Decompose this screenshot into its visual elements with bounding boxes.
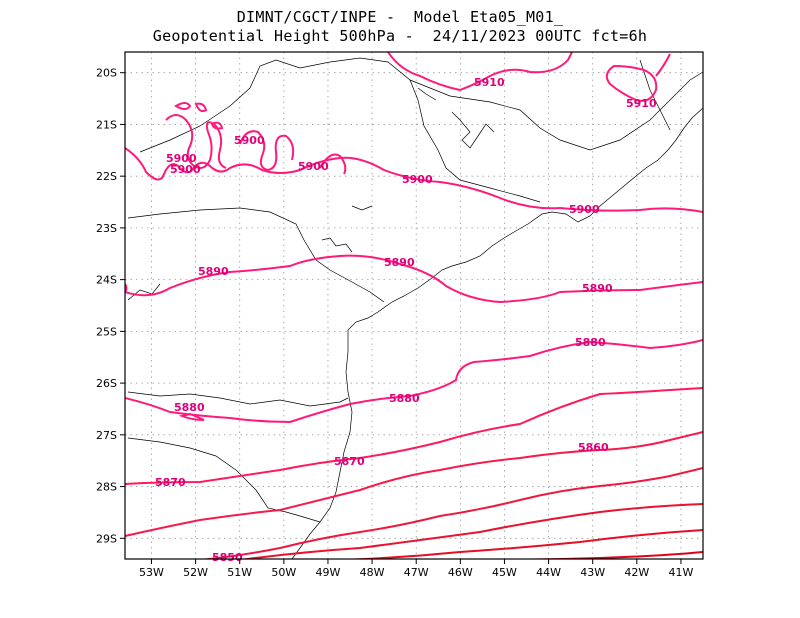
contours [125,52,703,559]
x-tick-label: 41W [669,566,694,579]
y-tick-label: 28S [96,481,117,494]
contour-label-5860a: 5860 [578,441,609,454]
contour-label-5900c: 5900 [170,163,201,176]
contour-5860 [125,431,703,537]
contour-5900-wave1 [165,114,227,169]
x-tick-label: 49W [316,566,341,579]
coastline-sp-rj [347,107,703,331]
lake-2 [321,237,353,253]
y-tick-label: 23S [96,222,117,235]
contour-label-5900a: 5900 [234,134,265,147]
contour-5900-main [125,147,703,213]
contour-5880-lower [178,412,205,421]
contour-label-5890a: 5890 [198,265,229,278]
y-tick-label: 26S [96,377,117,390]
contour-label-5890c: 5890 [582,282,613,295]
contour-label-5880b: 5880 [389,392,420,405]
contour-5850b [239,503,703,559]
contour-label-5910b: 5910 [626,97,657,110]
y-tick-label: 22S [96,170,117,183]
contour-5900-wave2 [239,130,295,172]
contour-label-5870b: 5870 [334,455,365,468]
x-tick-label: 45W [492,566,517,579]
contour-5900-loop3 [210,121,224,130]
contour-labels: 5910 5910 5900 5900 5900 5900 5900 5900 … [155,76,657,564]
contour-label-5900e: 5900 [402,173,433,186]
graticule [125,52,703,559]
contour-5890 [125,254,703,304]
x-tick-label: 52W [183,566,208,579]
map-title-line2: Geopotential Height 500hPa - 24/11/2023 … [152,27,648,45]
contour-5880-upper [125,339,703,424]
state-border-sp-mg [139,57,541,203]
x-tick-label: 46W [448,566,473,579]
lake-1 [451,111,495,149]
lake-4 [417,87,437,101]
x-axis: 53W 52W 51W 50W 49W 48W 47W 46W 45W 44W 43W 42W 41W [139,559,693,579]
contour-label-5870a: 5870 [155,476,186,489]
contour-label-5910a: 5910 [474,76,505,89]
y-tick-label: 24S [96,274,117,287]
contour-5900-wave3 [319,153,347,175]
state-border-mg-es [639,59,671,131]
coastline [127,57,703,559]
x-tick-label: 51W [227,566,252,579]
contour-label-5900f: 5900 [569,203,600,216]
y-tick-label: 25S [96,325,117,338]
contour-5870 [125,387,703,485]
border-paraguay [127,283,161,301]
state-border-pr-sc [127,391,349,407]
contour-5910-top [387,52,573,92]
contour-label-5900d: 5900 [298,160,329,173]
state-border-pr-sp [127,207,385,303]
contour-label-5850a: 5850 [212,551,243,564]
x-tick-label: 44W [536,566,561,579]
y-tick-label: 20S [96,67,117,80]
x-tick-label: 53W [139,566,164,579]
x-tick-label: 47W [404,566,429,579]
contour-5900-loop1 [174,102,192,110]
contour-label-5880a: 5880 [174,401,205,414]
x-tick-label: 48W [360,566,385,579]
y-axis: 20S 21S 22S 23S 24S 25S 26S 27S 28S 29S [96,67,125,545]
y-tick-label: 27S [96,429,117,442]
map-title-line1: DIMNT/CGCT/INPE - Model Eta05_M01_ [236,8,564,26]
plot-frame [124,51,704,560]
contour-5910-ne2 [655,53,671,77]
state-border-mg-rj [409,71,703,151]
x-tick-label: 42W [624,566,649,579]
coastline-south [291,330,353,559]
contour-label-5890b: 5890 [384,256,415,269]
y-tick-label: 29S [96,532,117,545]
contour-label-5900b: 5900 [166,152,197,165]
contour-5850d [479,551,703,559]
x-tick-label: 50W [271,566,296,579]
x-tick-label: 43W [580,566,605,579]
contour-5850c [339,529,703,559]
state-border-sc-rs [127,437,321,523]
contour-5910-ne [605,64,658,102]
y-tick-label: 21S [96,118,117,131]
contour-label-5880c: 5880 [575,336,606,349]
contour-5850a [199,467,703,559]
lake-3 [351,205,373,211]
contour-5900-loop2 [194,102,208,113]
